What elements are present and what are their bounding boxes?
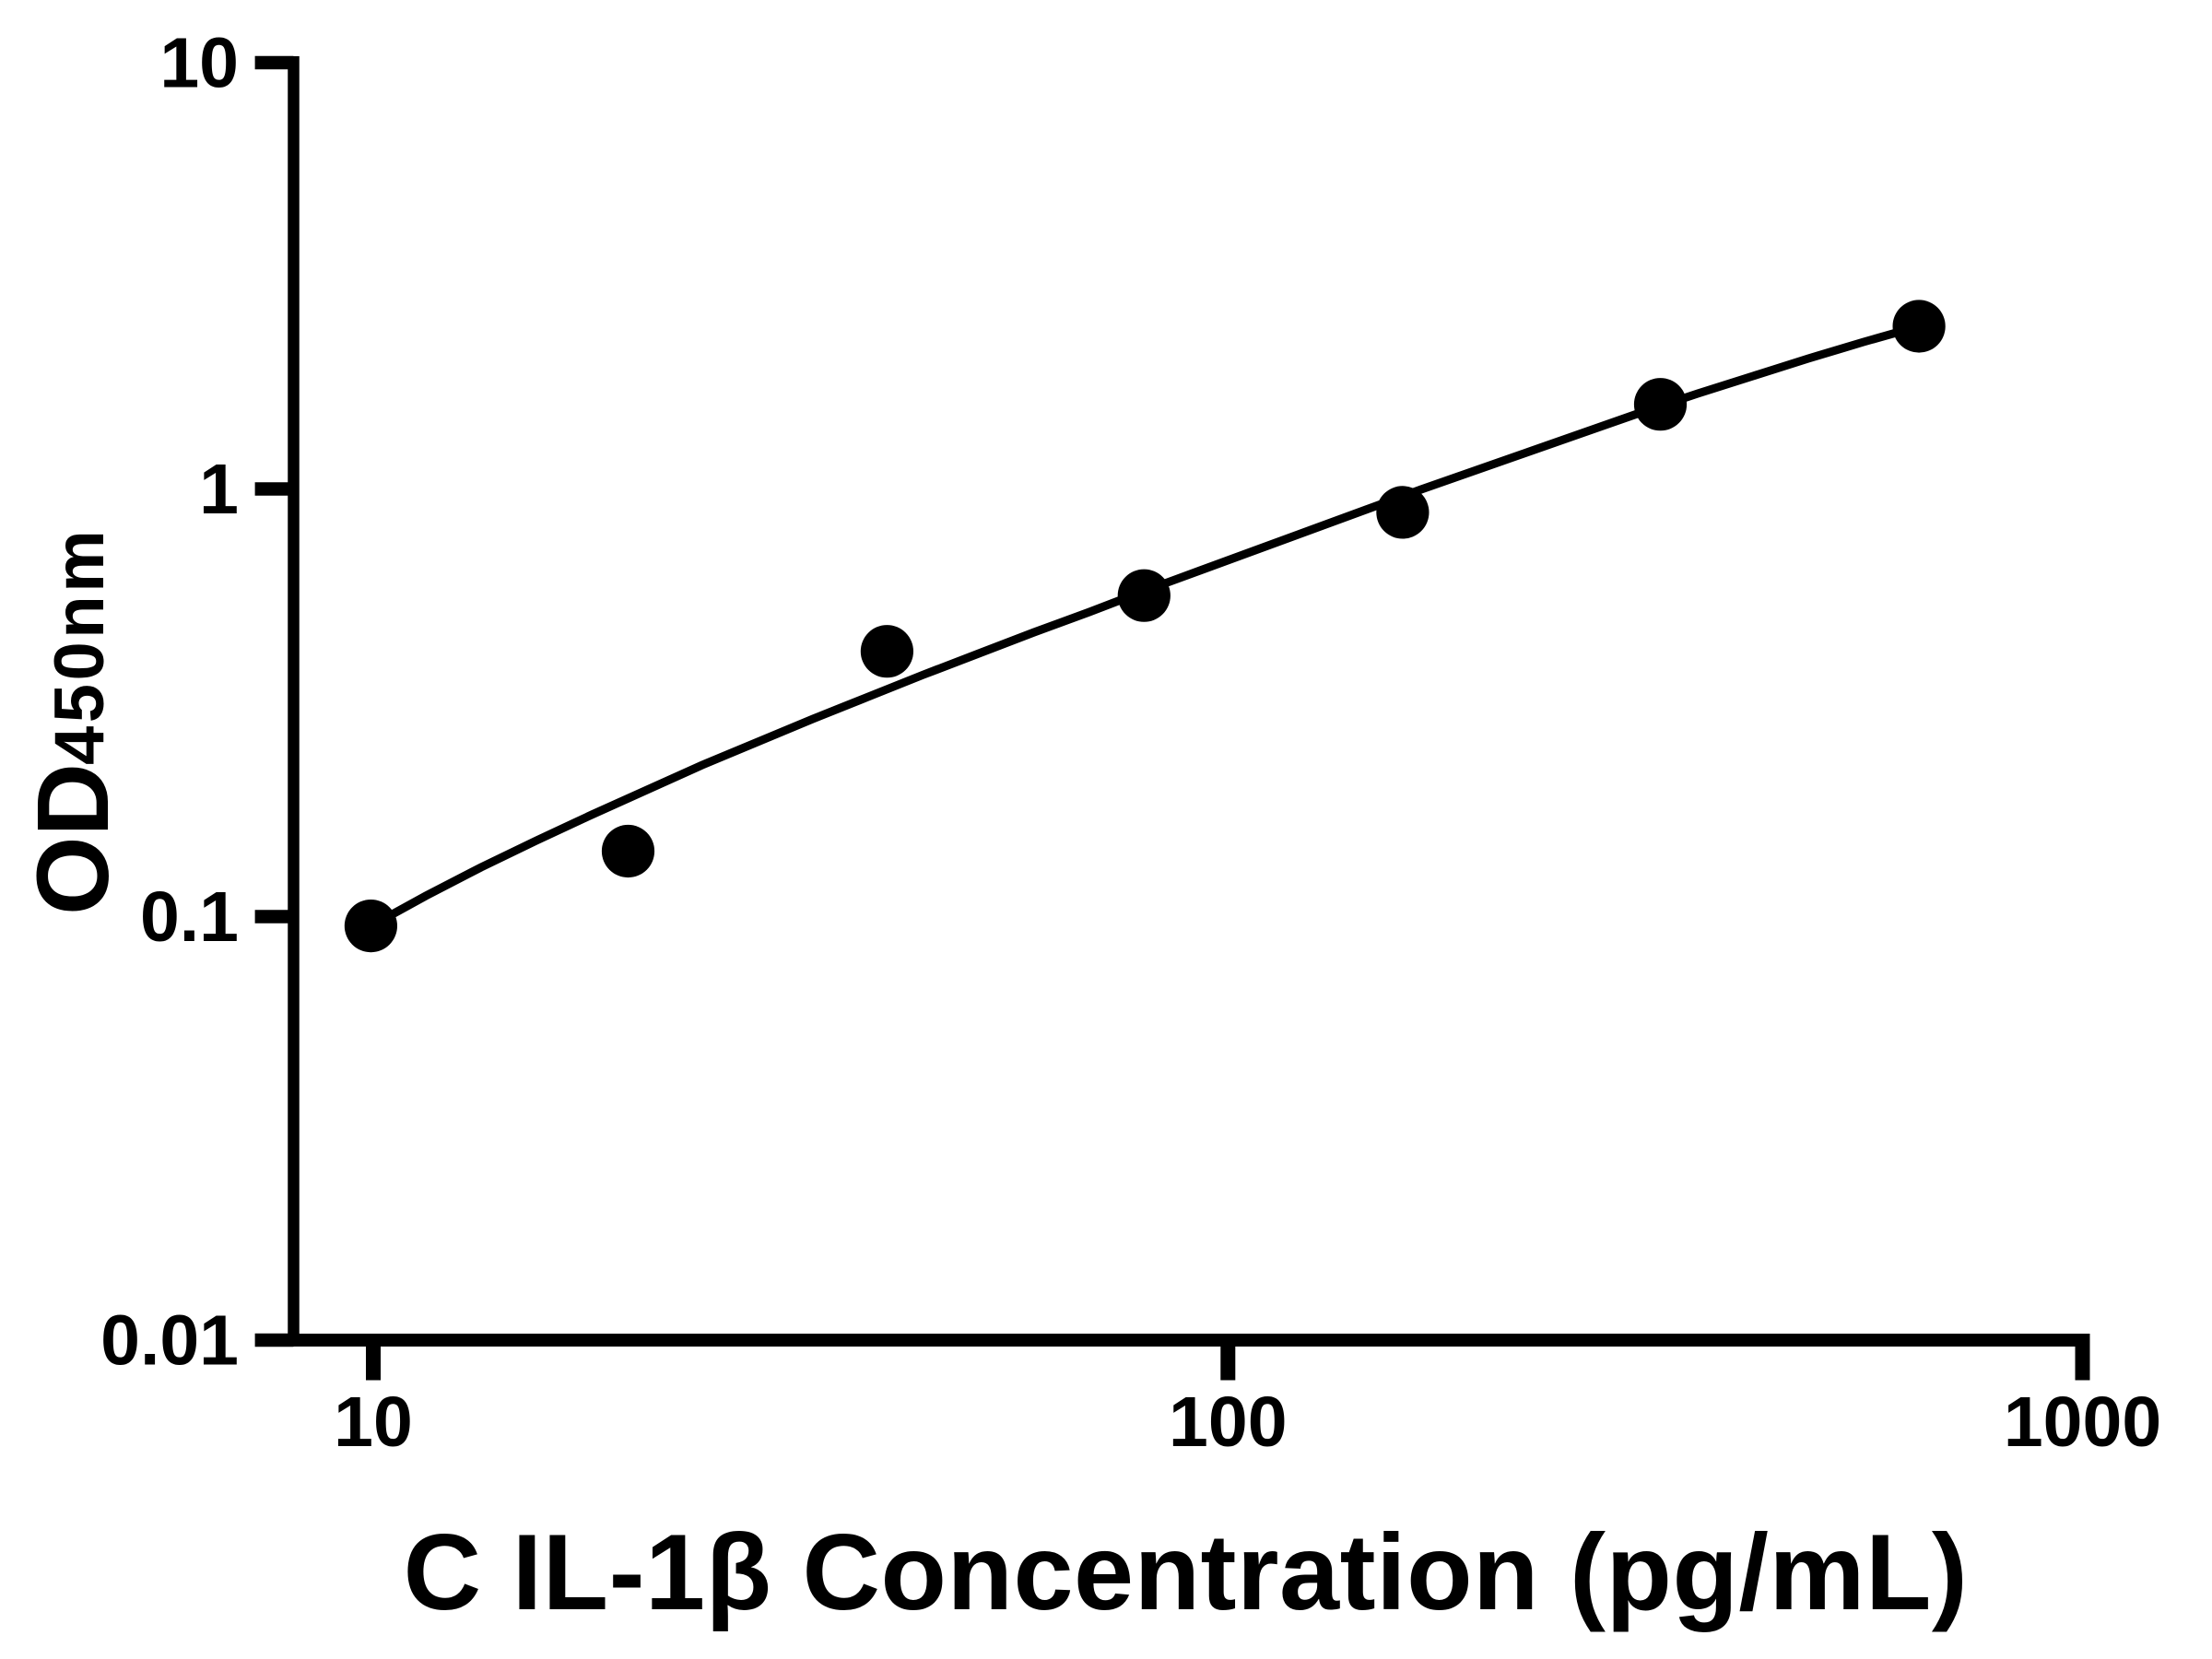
svg-text:1: 1 — [199, 450, 239, 529]
svg-text:450nm: 450nm — [41, 527, 119, 765]
svg-text:100: 100 — [1169, 1382, 1287, 1462]
svg-text:10: 10 — [159, 24, 239, 103]
svg-text:OD: OD — [17, 763, 130, 915]
svg-text:10: 10 — [334, 1382, 413, 1462]
svg-text:C IL-1β Concentration (pg/mL): C IL-1β Concentration (pg/mL) — [404, 1512, 1969, 1632]
svg-text:0.01: 0.01 — [100, 1301, 239, 1381]
svg-text:0.1: 0.1 — [140, 877, 239, 957]
svg-text:1000: 1000 — [2004, 1382, 2161, 1462]
